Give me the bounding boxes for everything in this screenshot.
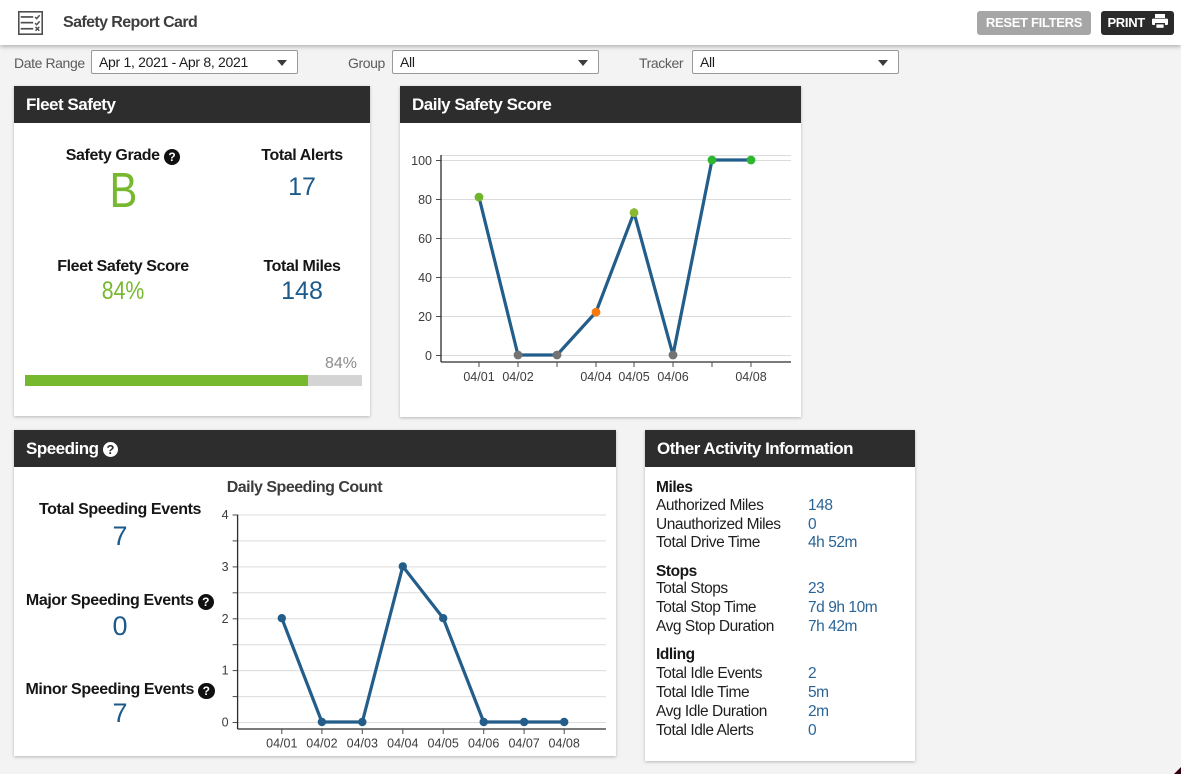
svg-text:04/01: 04/01 [266,737,297,751]
svg-text:80: 80 [418,193,432,207]
svg-text:04/06: 04/06 [657,370,688,384]
svg-text:04/08: 04/08 [549,737,580,751]
svg-text:Daily Speeding Count: Daily Speeding Count [227,479,384,496]
svg-text:40: 40 [418,271,432,285]
svg-text:04/04: 04/04 [580,370,611,384]
svg-text:04/01: 04/01 [463,370,494,384]
svg-text:4: 4 [222,508,229,522]
svg-text:04/02: 04/02 [502,370,533,384]
svg-text:20: 20 [418,310,432,324]
svg-text:60: 60 [418,232,432,246]
svg-text:04/03: 04/03 [347,737,378,751]
svg-text:0: 0 [222,716,229,730]
svg-text:04/08: 04/08 [735,370,766,384]
svg-text:0: 0 [425,349,432,363]
svg-text:04/07: 04/07 [508,737,539,751]
svg-text:04/05: 04/05 [428,737,459,751]
svg-text:04/05: 04/05 [618,370,649,384]
svg-text:3: 3 [222,560,229,574]
svg-text:2: 2 [222,612,229,626]
svg-text:04/06: 04/06 [468,737,499,751]
svg-text:04/04: 04/04 [387,737,418,751]
svg-text:1: 1 [222,664,229,678]
svg-text:04/02: 04/02 [306,737,337,751]
svg-text:100: 100 [411,154,432,168]
